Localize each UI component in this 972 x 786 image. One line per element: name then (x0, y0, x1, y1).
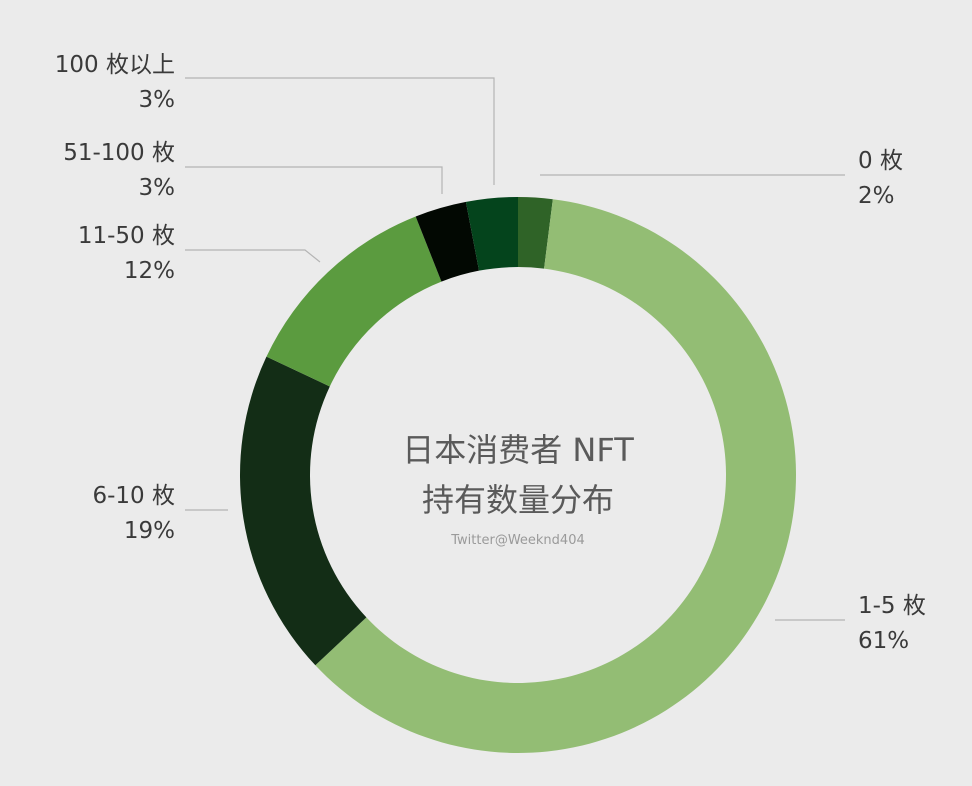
slice-label-3: 11-50 枚 (78, 223, 175, 249)
leader-line-5 (185, 77, 495, 185)
slice-label-1: 1-5 枚 (858, 593, 926, 619)
leader-lines-group (185, 77, 845, 621)
slice-value-label-4: 3% (139, 175, 176, 201)
slice-0 (518, 197, 553, 269)
leader-line-3 (185, 249, 321, 263)
chart-credit: Twitter@Weeknd404 (450, 533, 585, 548)
slice-value-label-1: 61% (858, 628, 909, 654)
slice-label-0: 0 枚 (858, 148, 903, 174)
slice-5 (465, 197, 518, 271)
slices-group (240, 197, 796, 753)
slice-label-5: 100 枚以上 (55, 52, 175, 78)
slice-2 (240, 356, 367, 666)
slice-value-label-5: 3% (139, 87, 176, 113)
slice-3 (266, 216, 442, 387)
slice-value-label-3: 12% (124, 258, 175, 284)
slice-1 (315, 199, 796, 753)
slice-label-2: 6-10 枚 (92, 483, 175, 509)
slice-4 (415, 201, 480, 282)
chart-title-line-1: 日本消费者 NFT (402, 431, 634, 469)
slice-value-label-2: 19% (124, 518, 175, 544)
leader-line-4 (185, 166, 443, 194)
labels-group: 0 枚 2% 1-5 枚 61% 6-10 枚 19% 11-50 枚 12% 51-100 枚… (55, 52, 926, 654)
slice-value-label-0: 2% (858, 183, 895, 209)
slice-label-4: 51-100 枚 (63, 140, 175, 166)
chart-title-line-2: 持有数量分布 (422, 481, 614, 519)
